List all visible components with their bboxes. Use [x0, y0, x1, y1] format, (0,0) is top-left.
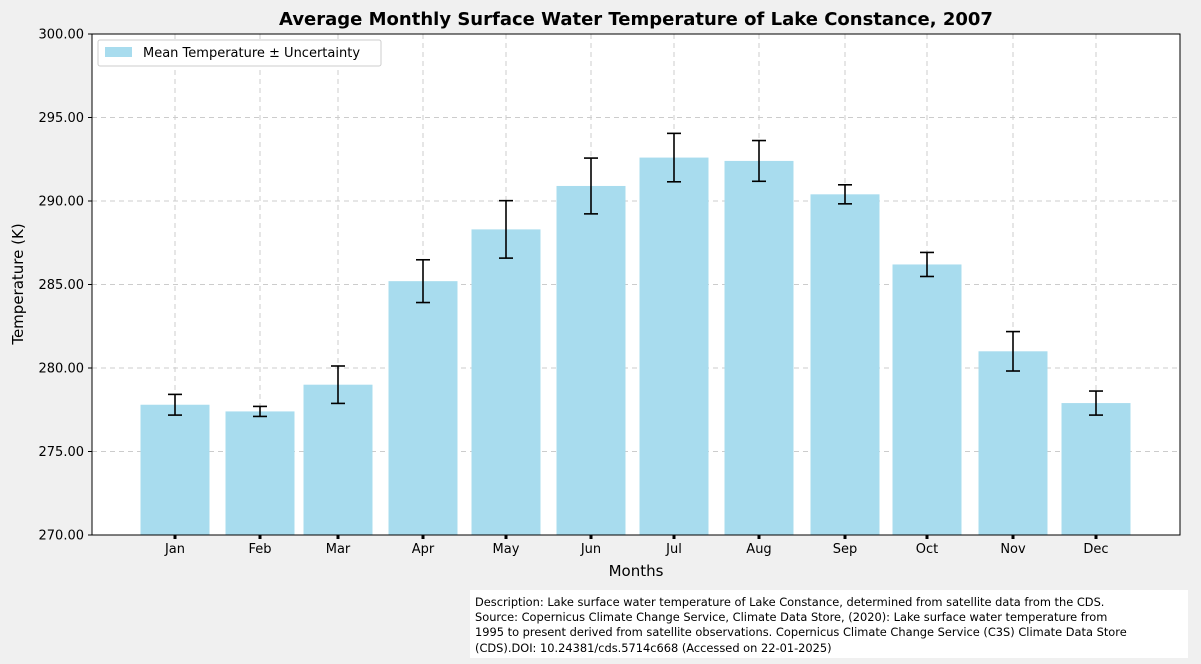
bar [556, 185, 626, 535]
x-tick-label: Jul [665, 542, 682, 557]
x-tick-label: Oct [916, 542, 938, 557]
bar [892, 264, 962, 535]
legend: Mean Temperature ± Uncertainty [97, 39, 382, 67]
bar [388, 281, 458, 535]
legend-frame [97, 39, 382, 67]
error-bars [168, 132, 1103, 418]
x-tick-label: May [493, 542, 520, 557]
y-tick-label: 300.00 [39, 28, 85, 43]
x-tick-label: Mar [326, 542, 351, 557]
x-axis-label: Months [609, 562, 664, 580]
chart-title: Average Monthly Surface Water Temperatur… [279, 9, 993, 30]
bar [810, 194, 880, 535]
y-tick-label: 270.00 [39, 529, 85, 544]
bar [225, 411, 295, 535]
description-box: Description: Lake surface water temperat… [470, 590, 1188, 658]
y-tick-label: 295.00 [39, 111, 85, 126]
x-tick-label: Jan [164, 542, 185, 557]
description-line: (CDS).DOI: 10.24381/cds.5714c668 (Access… [475, 640, 832, 655]
x-tick-label: Nov [1000, 542, 1026, 557]
bar [724, 160, 794, 536]
x-tick-label: Sep [833, 542, 858, 557]
legend-label: Mean Temperature ± Uncertainty [143, 46, 360, 61]
x-axis: Jan Feb Mar Apr May Jun Jul Aug Sep Oct Nov Dec [164, 535, 1109, 557]
y-axis-label: Temperature (K) [9, 223, 27, 345]
chart: Average Monthly Surface Water Temperatur… [9, 9, 1181, 580]
y-axis: 270.00 275.00 280.00 285.00 290.00 295.00 300.… [39, 28, 92, 544]
bar [639, 157, 709, 535]
description-line: Source: Copernicus Climate Change Servic… [475, 610, 1108, 625]
y-tick-label: 290.00 [39, 195, 85, 210]
bar [1061, 403, 1131, 535]
x-tick-label: Apr [412, 542, 435, 557]
x-tick-label: Feb [248, 542, 271, 557]
description-line: 1995 to present derived from satellite o… [475, 625, 1127, 640]
y-tick-label: 285.00 [39, 278, 85, 293]
y-tick-label: 280.00 [39, 362, 85, 377]
x-tick-label: Aug [746, 542, 771, 557]
x-tick-label: Jun [580, 542, 601, 557]
bar [303, 384, 373, 535]
legend-swatch [105, 47, 132, 57]
bar [471, 229, 541, 535]
bar [140, 404, 210, 535]
x-tick-label: Dec [1083, 542, 1108, 557]
description-line: Description: Lake surface water temperat… [475, 595, 1105, 609]
bars [140, 157, 1131, 536]
y-tick-label: 275.00 [39, 445, 85, 460]
bar [978, 351, 1048, 535]
